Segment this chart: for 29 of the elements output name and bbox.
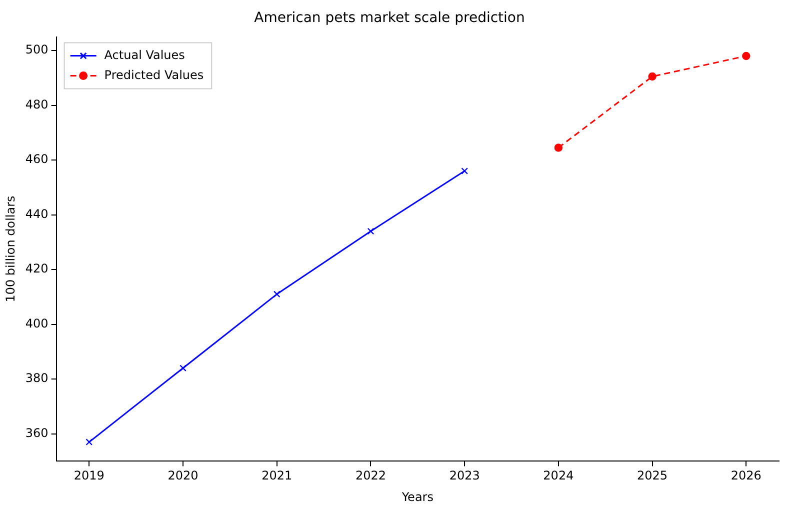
point xyxy=(180,364,186,372)
y-tick-label: 480 xyxy=(25,97,48,112)
x-tick-label: 2021 xyxy=(262,468,292,483)
point xyxy=(367,228,374,235)
y-tick-label: 500 xyxy=(25,42,48,57)
x-tick-label: 2020 xyxy=(168,468,198,483)
legend-label: Actual Values xyxy=(104,48,185,62)
y-tick-label: 420 xyxy=(25,262,48,276)
point xyxy=(648,72,656,81)
x-tick-label: 2019 xyxy=(74,468,104,483)
point xyxy=(273,290,280,298)
point xyxy=(461,168,468,174)
y-tick-label: 380 xyxy=(25,371,48,386)
point xyxy=(742,52,750,60)
y-tick-label: 460 xyxy=(25,152,48,166)
x-tick-label: 2023 xyxy=(449,468,480,483)
x-tick-label: 2024 xyxy=(543,468,574,483)
legend-label: Predicted Values xyxy=(104,68,204,82)
y-axis-title: 100 billion dollars xyxy=(3,196,18,302)
chart-title: American pets market scale prediction xyxy=(254,10,525,26)
point xyxy=(554,144,563,152)
y-tick-label: 360 xyxy=(25,426,48,440)
x-tick-label: 2026 xyxy=(730,468,762,483)
y-tick-label: 440 xyxy=(25,206,48,221)
x-axis-title: Years xyxy=(400,490,434,504)
point xyxy=(86,438,93,446)
x-tick-label: 2022 xyxy=(355,468,386,483)
y-tick-label: 400 xyxy=(25,316,48,330)
x-tick-label: 2025 xyxy=(637,468,668,483)
